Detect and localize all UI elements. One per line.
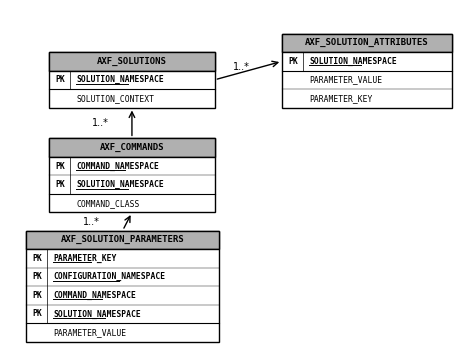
Text: COMMAND_CLASS: COMMAND_CLASS bbox=[76, 199, 140, 208]
Text: SOLUTION_NAMESPACE: SOLUTION_NAMESPACE bbox=[309, 57, 397, 66]
Bar bbox=[49, 138, 215, 212]
Text: 1..*: 1..* bbox=[82, 217, 99, 226]
Text: SOLUTION_NAMESPACE: SOLUTION_NAMESPACE bbox=[76, 180, 164, 189]
Text: SOLUTION_CONTEXT: SOLUTION_CONTEXT bbox=[76, 94, 154, 103]
Text: PK: PK bbox=[289, 57, 298, 66]
Text: PK: PK bbox=[56, 180, 65, 189]
Bar bbox=[26, 231, 219, 249]
Text: PK: PK bbox=[32, 272, 42, 282]
Bar bbox=[26, 231, 219, 342]
Text: AXF_SOLUTIONS: AXF_SOLUTIONS bbox=[97, 57, 167, 66]
Text: PARAMETER_VALUE: PARAMETER_VALUE bbox=[309, 75, 382, 84]
Text: CONFIGURATION_NAMESPACE: CONFIGURATION_NAMESPACE bbox=[53, 272, 165, 282]
Text: PK: PK bbox=[32, 310, 42, 318]
Text: 1..*: 1..* bbox=[92, 118, 109, 128]
Text: PARAMETER_VALUE: PARAMETER_VALUE bbox=[53, 328, 126, 337]
Bar bbox=[49, 138, 215, 157]
Text: COMMAND_NAMESPACE: COMMAND_NAMESPACE bbox=[76, 162, 159, 171]
Text: PARAMETER_KEY: PARAMETER_KEY bbox=[53, 254, 116, 263]
Text: COMMAND_NAMESPACE: COMMAND_NAMESPACE bbox=[53, 291, 136, 300]
Bar bbox=[49, 52, 215, 71]
Bar bbox=[49, 52, 215, 108]
Text: 1..*: 1..* bbox=[233, 62, 250, 72]
Text: PARAMETER_KEY: PARAMETER_KEY bbox=[309, 94, 373, 103]
Text: PK: PK bbox=[32, 291, 42, 300]
Text: AXF_SOLUTION_PARAMETERS: AXF_SOLUTION_PARAMETERS bbox=[61, 235, 185, 245]
Bar bbox=[282, 33, 452, 52]
Text: AXF_COMMANDS: AXF_COMMANDS bbox=[100, 143, 164, 152]
Text: PK: PK bbox=[56, 162, 65, 171]
Text: PK: PK bbox=[32, 254, 42, 263]
Text: SOLUTION_NAMESPACE: SOLUTION_NAMESPACE bbox=[76, 75, 164, 84]
Text: AXF_SOLUTION_ATTRIBUTES: AXF_SOLUTION_ATTRIBUTES bbox=[305, 38, 429, 47]
Text: PK: PK bbox=[56, 75, 65, 84]
Text: SOLUTION_NAMESPACE: SOLUTION_NAMESPACE bbox=[53, 310, 141, 318]
Bar bbox=[282, 33, 452, 108]
